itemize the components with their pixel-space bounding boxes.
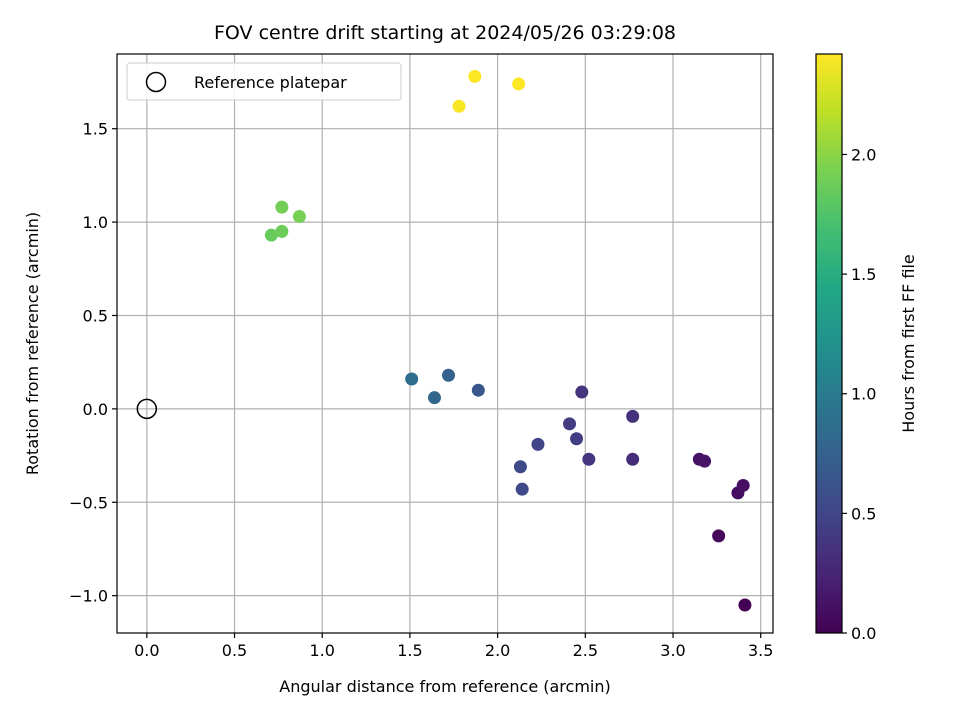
data-point — [292, 209, 306, 223]
chart-title: FOV centre drift starting at 2024/05/26 … — [214, 22, 676, 44]
legend-marker-icon — [145, 71, 167, 93]
colorbar — [815, 53, 843, 634]
data-point — [452, 99, 466, 113]
data-point — [736, 478, 750, 492]
data-point — [712, 529, 726, 543]
data-point — [531, 437, 545, 451]
data-point — [563, 417, 577, 431]
data-point — [471, 383, 485, 397]
data-point — [275, 224, 289, 238]
x-tick-label: 0.5 — [222, 641, 247, 660]
data-point — [442, 368, 456, 382]
x-tick-label: 0.0 — [134, 641, 159, 660]
data-point — [738, 598, 752, 612]
y-tick-label: 0.5 — [83, 306, 108, 325]
grid — [117, 54, 773, 633]
colorbar-tick-label: 0.5 — [851, 504, 876, 523]
reference-point-marker — [136, 398, 158, 420]
legend: Reference platepar — [126, 62, 402, 101]
y-tick-label: −1.0 — [69, 587, 108, 606]
data-point — [427, 391, 441, 405]
data-point — [264, 228, 278, 242]
x-tick-label: 2.5 — [573, 641, 598, 660]
data-point — [626, 409, 640, 423]
y-tick-label: 1.5 — [83, 120, 108, 139]
legend-entry-reference-platepar: Reference platepar — [194, 73, 347, 92]
x-tick-label: 3.5 — [748, 641, 773, 660]
colorbar-tick-label: 1.0 — [851, 385, 876, 404]
data-point — [698, 454, 712, 468]
data-point — [515, 482, 529, 496]
colorbar-tick-label: 1.5 — [851, 265, 876, 284]
x-tick-label: 1.5 — [397, 641, 422, 660]
y-tick-label: 0.0 — [83, 400, 108, 419]
data-point — [275, 200, 289, 214]
y-tick-label: −0.5 — [69, 493, 108, 512]
colorbar-ticks: 0.0 0.5 1.0 1.5 2.0 — [842, 145, 876, 643]
y-tick-label: 1.0 — [83, 213, 108, 232]
plot-area-frame — [116, 53, 774, 634]
legend-box — [126, 62, 402, 101]
y-axis-ticks: −1.0 −0.5 0.0 0.5 1.0 1.5 — [69, 120, 117, 606]
x-axis-title: Angular distance from reference (arcmin) — [279, 677, 610, 696]
data-point — [512, 77, 526, 91]
data-point — [513, 460, 527, 474]
data-point — [582, 452, 596, 466]
data-point — [468, 69, 482, 83]
y-axis-title: Rotation from reference (arcmin) — [23, 212, 42, 475]
data-point — [575, 385, 589, 399]
data-point — [626, 452, 640, 466]
colorbar-title: Hours from first FF file — [899, 254, 918, 433]
colorbar-tick-label: 2.0 — [851, 145, 876, 164]
x-tick-label: 3.0 — [660, 641, 685, 660]
data-point — [570, 432, 584, 446]
x-tick-label: 1.0 — [309, 641, 334, 660]
data-point — [405, 372, 419, 386]
x-tick-label: 2.0 — [485, 641, 510, 660]
x-axis-ticks: 0.0 0.5 1.0 1.5 2.0 2.5 3.0 3.5 — [134, 633, 773, 660]
data-points — [264, 69, 752, 612]
colorbar-tick-label: 0.0 — [851, 624, 876, 643]
